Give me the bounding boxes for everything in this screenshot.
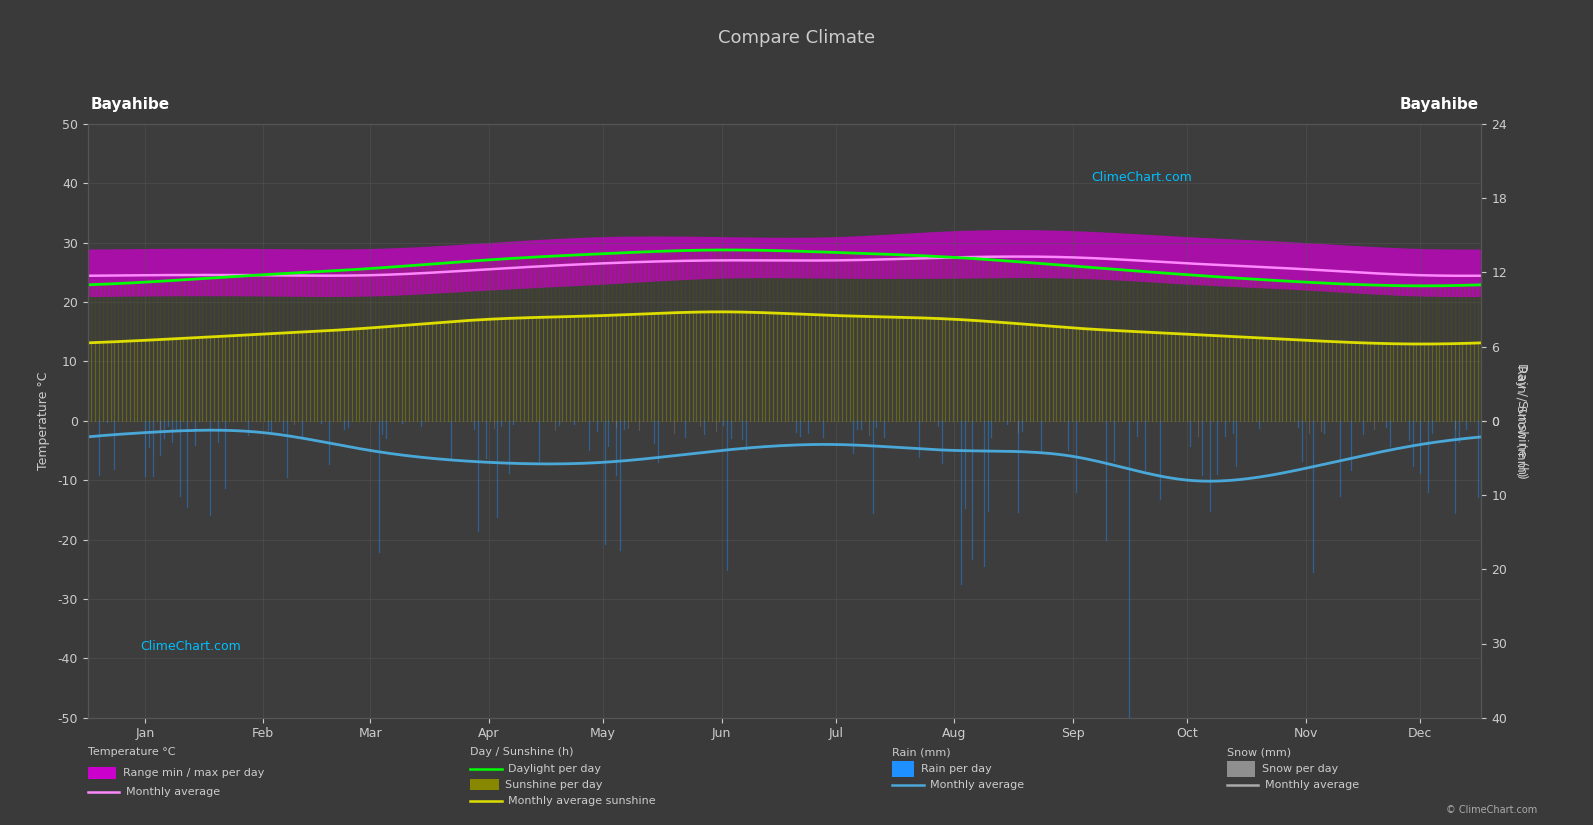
Text: Range min / max per day: Range min / max per day [123,768,264,778]
Text: Monthly average: Monthly average [1265,780,1359,790]
Text: Rain per day: Rain per day [921,764,991,774]
Text: Sunshine per day: Sunshine per day [505,780,602,790]
Text: Temperature °C: Temperature °C [88,747,175,757]
Text: ClimeChart.com: ClimeChart.com [140,640,241,653]
Y-axis label: Rain / Snow (mm): Rain / Snow (mm) [1515,365,1528,477]
Text: ClimeChart.com: ClimeChart.com [1091,171,1192,184]
Y-axis label: Day / Sunshine (h): Day / Sunshine (h) [1515,363,1528,478]
Text: Monthly average: Monthly average [126,787,220,797]
Text: Snow (mm): Snow (mm) [1227,747,1290,757]
Text: Day / Sunshine (h): Day / Sunshine (h) [470,747,573,757]
Text: Monthly average: Monthly average [930,780,1024,790]
Text: Monthly average sunshine: Monthly average sunshine [508,796,656,806]
Text: Daylight per day: Daylight per day [508,764,601,774]
Text: Compare Climate: Compare Climate [718,29,875,47]
Text: Snow per day: Snow per day [1262,764,1338,774]
Text: Bayahibe: Bayahibe [1400,97,1478,112]
Y-axis label: Temperature °C: Temperature °C [38,371,51,470]
Text: Rain (mm): Rain (mm) [892,747,951,757]
Text: Bayahibe: Bayahibe [91,97,169,112]
Text: © ClimeChart.com: © ClimeChart.com [1446,805,1537,815]
